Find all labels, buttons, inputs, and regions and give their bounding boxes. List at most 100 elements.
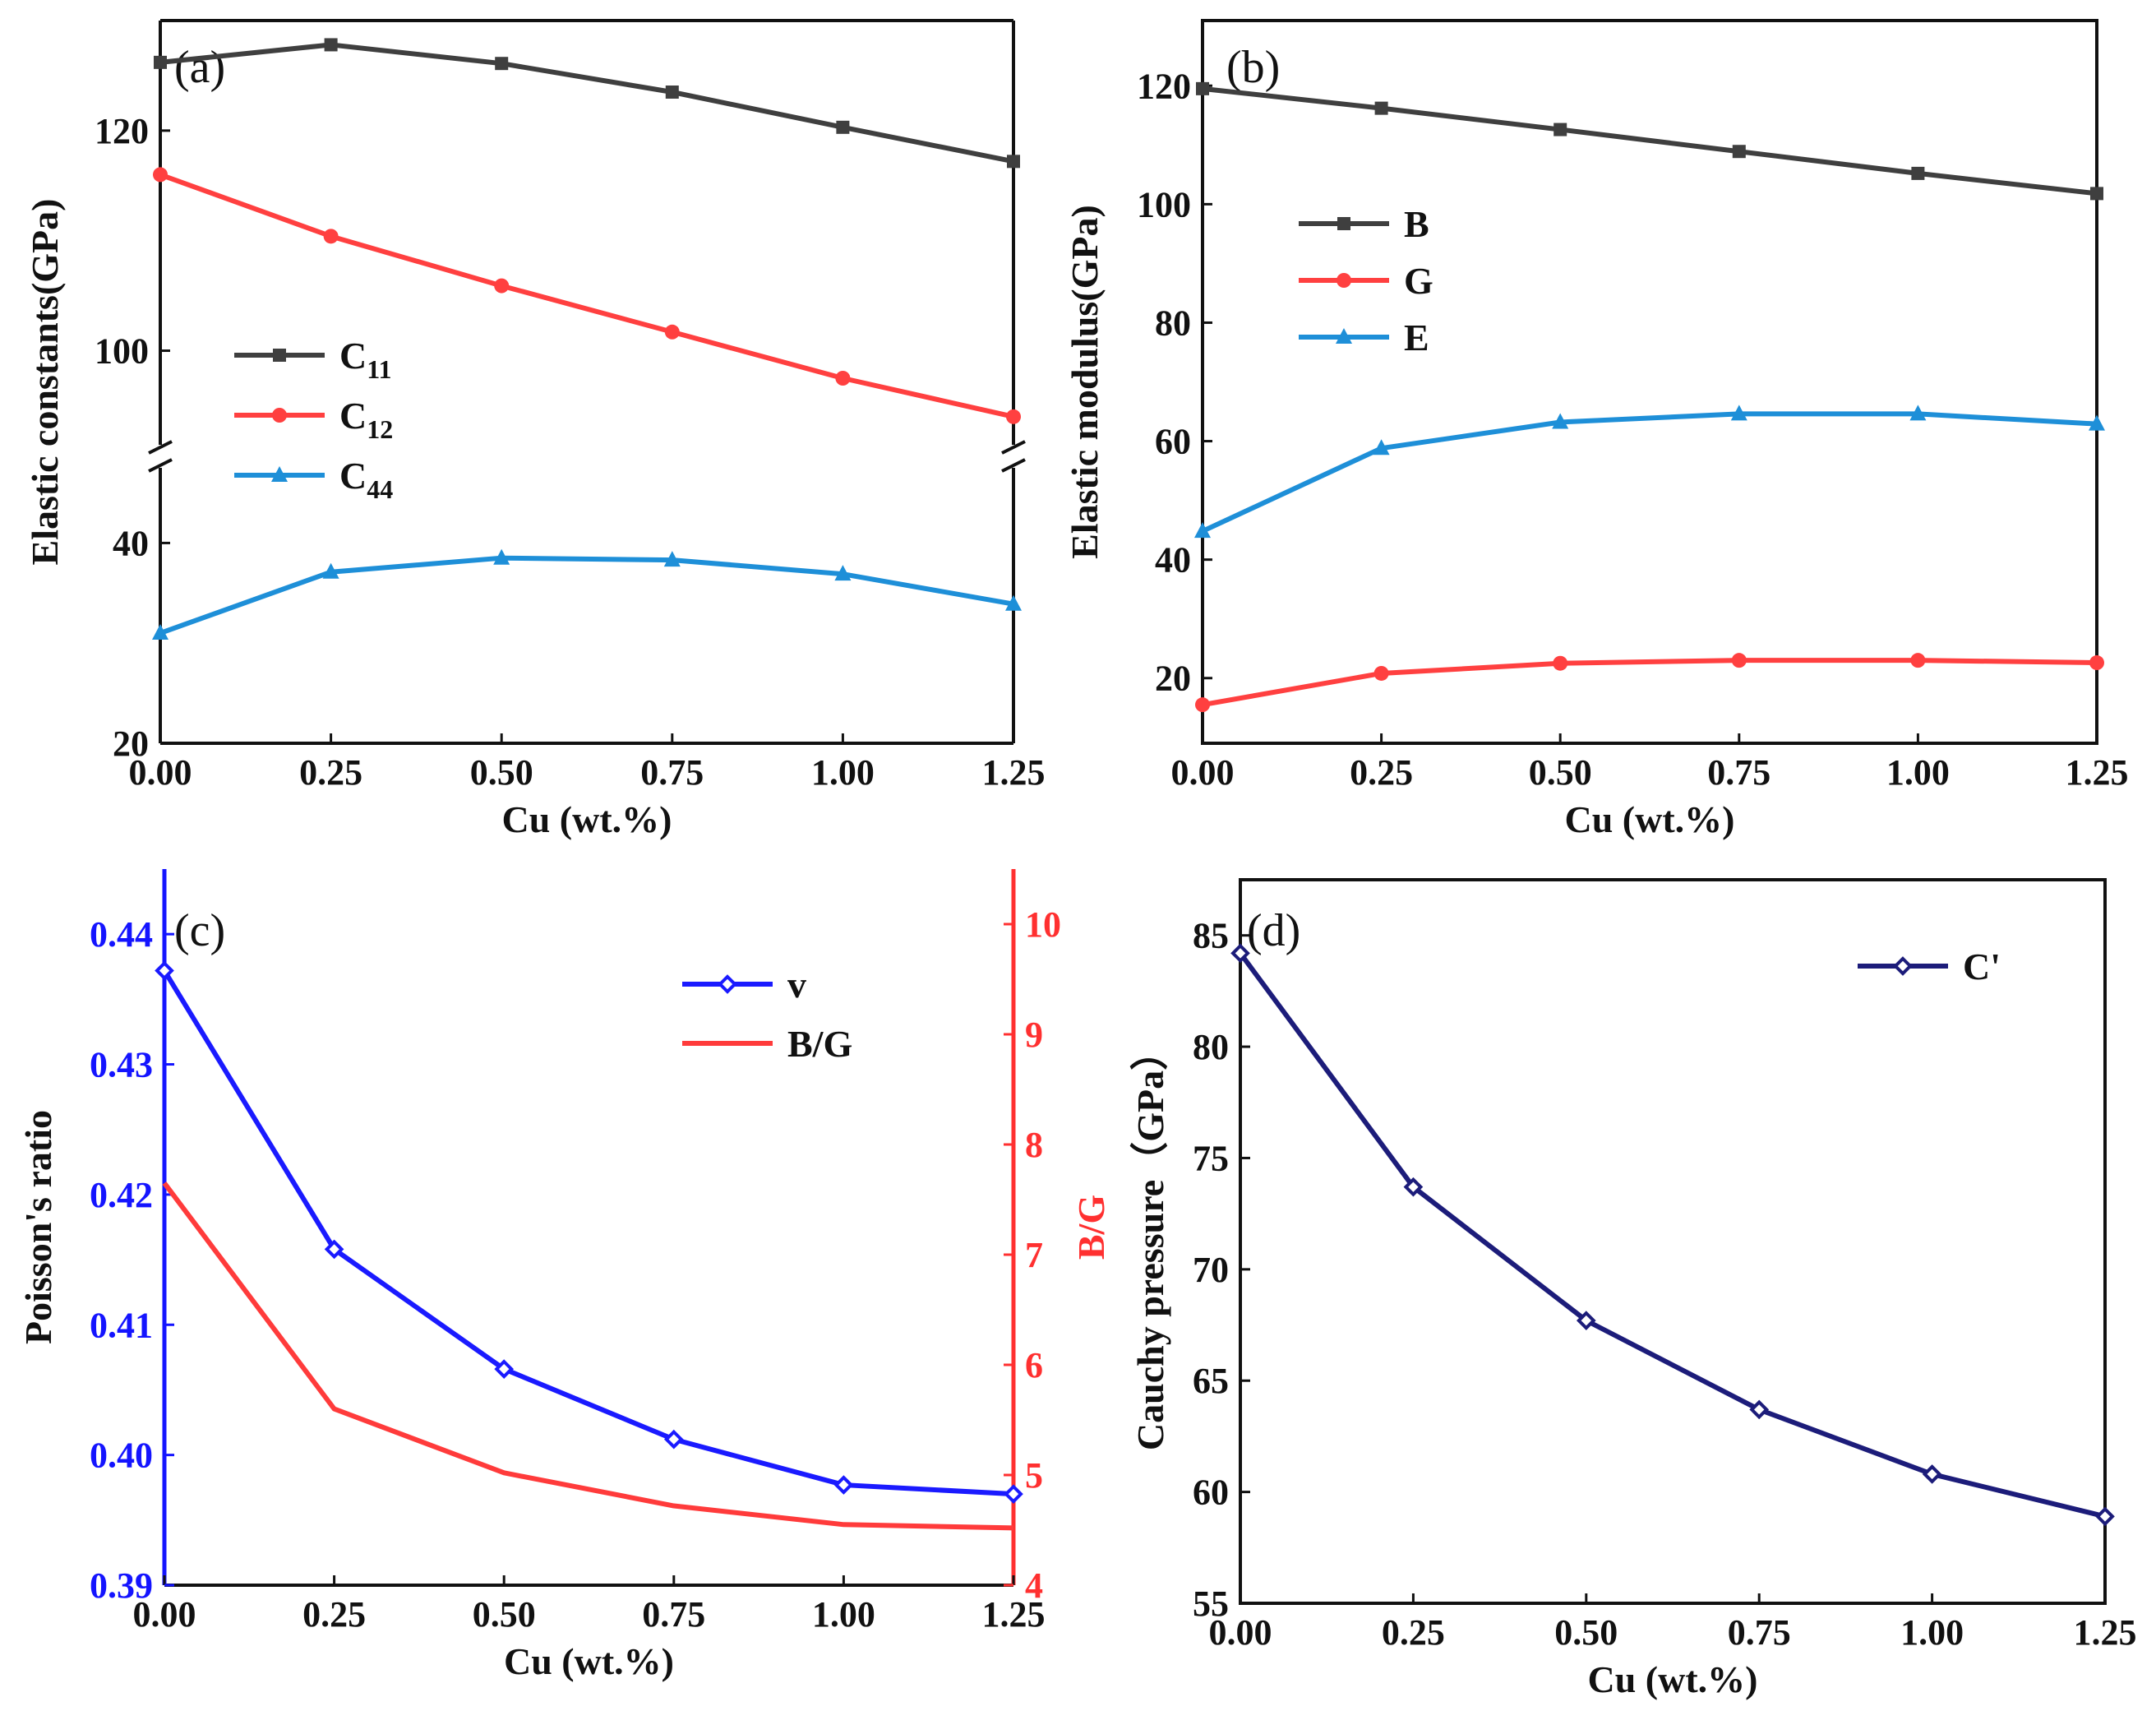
axes-c — [162, 869, 1016, 1587]
data-point — [322, 562, 339, 579]
x-tick-label: 1.25 — [2074, 1612, 2137, 1653]
y-tick-label: 20 — [1155, 659, 1191, 699]
x-tick-label: 1.00 — [811, 752, 875, 793]
data-point — [2090, 187, 2103, 201]
data-point — [323, 229, 339, 244]
legend-label: B/G — [787, 1023, 852, 1065]
y-tick-label: 120 — [1137, 66, 1191, 106]
data-point — [494, 1359, 515, 1379]
axis-break-mark — [148, 458, 173, 473]
x-tick-label: 0.00 — [129, 752, 192, 793]
y-tick-label: 55 — [1193, 1584, 1229, 1624]
data-point — [324, 1239, 344, 1260]
y-right-tick-label: 8 — [1025, 1125, 1043, 1165]
legend-label: C' — [1963, 946, 2001, 987]
series-line — [159, 555, 1014, 636]
legend-marker — [1336, 328, 1352, 344]
x-tick-label: 1.00 — [1900, 1612, 1964, 1653]
x-tick-label: 0.50 — [473, 1594, 536, 1635]
data-point — [1373, 665, 1389, 681]
y-axis-title: Cauchy pressure（GPa） — [1129, 1033, 1171, 1450]
data-point — [1374, 101, 1388, 115]
series-b-2 — [1194, 405, 2105, 539]
panel-label: (a) — [174, 42, 225, 93]
legend-marker — [1893, 956, 1913, 976]
y-tick-label: 75 — [1193, 1138, 1229, 1178]
data-point — [1196, 81, 1209, 95]
legend-marker — [718, 974, 737, 994]
y-tick-label: 40 — [113, 523, 149, 563]
x-tick-label: 1.00 — [812, 1594, 875, 1635]
y-tick-label: 40 — [1155, 540, 1191, 580]
data-point — [1749, 1399, 1770, 1420]
data-point — [835, 371, 851, 386]
data-point — [1553, 655, 1568, 671]
axes-b — [1201, 19, 2098, 745]
panel-a: 0.00 0.25 0.50 0.75 1.00 1.25 20 40 100 120 Cu (wt… — [24, 19, 1046, 840]
x-ticks-a: 0.00 0.25 0.50 0.75 1.00 1.25 — [129, 733, 1046, 793]
panel-c: 0.00 0.25 0.50 0.75 1.00 1.25 0.39 0.40 0.41 0.42… — [17, 869, 1112, 1682]
y-axis-title: Elastic constants(GPa) — [24, 199, 66, 566]
data-point — [1007, 155, 1020, 169]
x-tick-label: 0.00 — [133, 1594, 196, 1635]
x-tick-label: 0.75 — [642, 1594, 705, 1635]
data-point — [1554, 123, 1567, 136]
series-line — [162, 969, 1014, 1497]
y-ticks-b: 20 40 60 80 100 120 — [1137, 66, 1212, 699]
y-tick-label: 80 — [1193, 1027, 1229, 1067]
data-point — [834, 565, 852, 581]
series-a-1 — [153, 167, 1021, 424]
data-point — [494, 278, 510, 294]
y-right-tick-label: 9 — [1025, 1015, 1043, 1055]
x-ticks-b: 0.00 0.25 0.50 0.75 1.00 1.25 — [1171, 733, 2129, 793]
data-point — [1230, 943, 1250, 964]
x-tick-label: 0.50 — [1554, 1612, 1618, 1653]
legend-label: C12 — [339, 395, 393, 444]
x-tick-label: 0.50 — [1529, 752, 1592, 793]
data-point — [1909, 405, 1927, 421]
y-tick-label: 80 — [1155, 303, 1191, 343]
series-c-1 — [162, 1181, 1014, 1531]
y-tick-label: 60 — [1155, 422, 1191, 462]
data-point — [1576, 1311, 1596, 1330]
series-c-0 — [155, 960, 1023, 1504]
data-point — [664, 324, 680, 340]
y-tick-label: 120 — [95, 111, 149, 151]
y-tick-label: 70 — [1193, 1250, 1229, 1290]
series-line — [1201, 411, 2098, 534]
x-tick-label: 1.00 — [1886, 752, 1950, 793]
x-tick-label: 0.00 — [1171, 752, 1235, 793]
data-point — [665, 86, 679, 99]
y-tick-label: 0.41 — [90, 1305, 153, 1345]
legend-d: C' — [1858, 946, 2001, 987]
x-tick-label: 0.25 — [302, 1594, 366, 1635]
y-tick-label: 20 — [113, 724, 149, 764]
panel-d: 0.00 0.25 0.50 0.75 1.00 1.25 55 60 65 70 75 80 85 Cu… — [1129, 878, 2137, 1700]
panel-label: (c) — [174, 905, 225, 956]
series-line — [1202, 86, 2098, 197]
y-right-tick-label: 10 — [1025, 904, 1061, 945]
panel-b: 0.00 0.25 0.50 0.75 1.00 1.25 20 40 60 80 100 120 Cu… — [1064, 19, 2129, 840]
data-point — [1730, 405, 1747, 421]
data-point — [2089, 655, 2104, 671]
x-tick-label: 0.25 — [1382, 1612, 1445, 1653]
data-point — [836, 120, 850, 134]
y-right-tick-label: 4 — [1025, 1565, 1043, 1606]
y-tick-label: 0.42 — [90, 1175, 153, 1215]
data-point — [155, 960, 174, 981]
y-tick-label: 100 — [1137, 184, 1191, 224]
series-b-1 — [1195, 653, 2104, 713]
data-point — [493, 548, 510, 565]
y-tick-label: 0.44 — [90, 914, 153, 955]
data-point — [1195, 697, 1210, 713]
data-point — [1731, 653, 1747, 668]
plot-frame — [1201, 19, 2098, 745]
y-ticks-a: 20 40 100 120 — [95, 111, 170, 764]
x-tick-label: 0.25 — [1350, 752, 1413, 793]
x-tick-label: 0.75 — [1707, 752, 1771, 793]
plot-frame — [1239, 878, 2107, 1605]
y-tick-label: 0.40 — [90, 1436, 153, 1476]
legend-label: v — [787, 964, 806, 1006]
data-point — [663, 1429, 684, 1450]
y-ticks-c: 0.39 0.40 0.41 0.42 0.43 0.44 4 5 6 7 8 9 10 — [90, 904, 1061, 1606]
